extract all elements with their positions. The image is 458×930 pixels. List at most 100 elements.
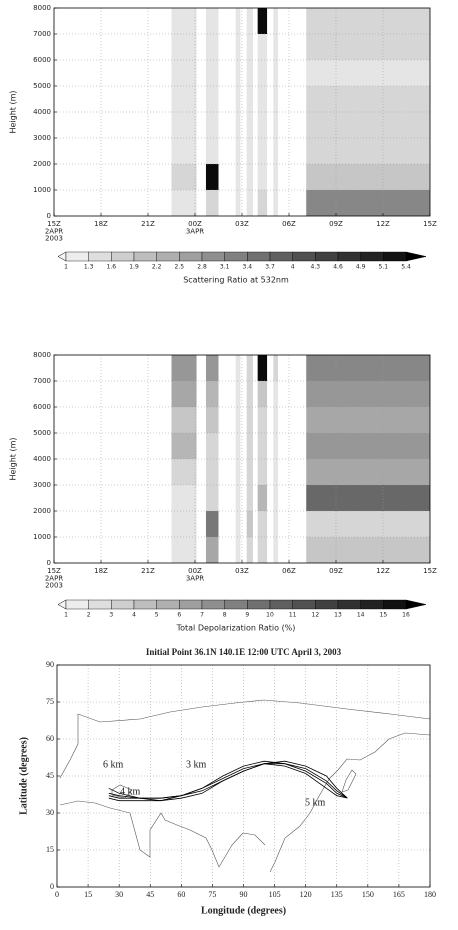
x-tick-label: 45	[146, 890, 154, 899]
colorbar-label: Total Depolarization Ratio (%)	[176, 624, 296, 633]
colorbar-tick-label: 3.4	[243, 264, 253, 271]
y-tick-label: 8000	[33, 351, 51, 359]
colorbar-tick-label: 10	[266, 612, 274, 619]
heat-cell	[171, 60, 197, 86]
heat-cell	[235, 485, 241, 511]
colorbar-bin	[201, 599, 225, 610]
colorbar-tick-label: 8	[223, 612, 227, 619]
heat-cell	[246, 537, 253, 563]
x-tick-label: 03Z	[235, 220, 249, 228]
heat-cell	[171, 407, 197, 433]
coastline	[269, 732, 431, 873]
colorbar-bin	[179, 599, 203, 610]
heat-cell	[306, 355, 430, 381]
y-tick-label: 5000	[33, 82, 51, 90]
x-tick-label: 12Z	[376, 220, 390, 228]
heat-cell	[273, 164, 279, 190]
y-tick-label: 1000	[33, 533, 51, 541]
heat-cell	[273, 138, 279, 164]
colorbar-tick-label: 4	[291, 264, 295, 271]
heat-cell	[257, 60, 268, 86]
colorbar-arrow	[405, 251, 427, 262]
heat-cell	[171, 485, 197, 511]
colorbar-tick-label: 6	[177, 612, 181, 619]
colorbar-tick-label: 1	[64, 264, 68, 271]
heat-cell	[205, 459, 219, 485]
heat-cell	[306, 407, 430, 433]
heat-cell	[273, 112, 279, 138]
colorbar-tick-label: 2.2	[152, 264, 162, 271]
heat-cell	[235, 86, 241, 112]
x-tick-label: 09Z	[329, 567, 343, 575]
x-tick-label: 15Z 2APR 2003	[45, 567, 63, 590]
trajectory	[108, 763, 348, 802]
colorbar-tick-label: 9	[245, 612, 249, 619]
trajectory	[108, 760, 348, 799]
colorbar-arrow	[57, 599, 67, 610]
heat-cell	[235, 433, 241, 459]
heat-cell	[273, 459, 279, 485]
x-tick-label: 75	[208, 890, 216, 899]
colorbar-tick-label: 2.8	[197, 264, 207, 271]
heat-cell	[205, 138, 219, 164]
x-tick-label: 12Z	[376, 567, 390, 575]
y-tick-label: 7000	[33, 30, 51, 38]
heat-cell	[246, 190, 253, 216]
heat-cell	[171, 511, 197, 537]
y-tick-label: 5000	[33, 429, 51, 437]
x-tick-label: 06Z	[282, 220, 296, 228]
heat-cell	[235, 60, 241, 86]
y-tick-label: 7000	[33, 377, 51, 385]
x-tick-label: 21Z	[141, 220, 155, 228]
colorbar-bin	[315, 599, 339, 610]
heat-cell	[246, 381, 253, 407]
x-tick-label: 180	[424, 890, 436, 899]
y-tick-label: 8000	[33, 4, 51, 12]
colorbar-tick-label: 13	[334, 612, 342, 619]
colorbar-tick-label: 5	[155, 612, 159, 619]
heat-cell	[205, 407, 219, 433]
x-tick-label: 06Z	[282, 567, 296, 575]
colorbar-bin	[88, 251, 112, 262]
heat-cell	[235, 190, 241, 216]
heat-cell	[246, 138, 253, 164]
heat-cell	[306, 112, 430, 138]
colorbar-bin	[224, 599, 248, 610]
heat-cell	[257, 112, 268, 138]
colorbar-bin	[292, 251, 316, 262]
heat-cell	[273, 485, 279, 511]
colorbar-bin	[383, 599, 407, 610]
colorbar-bin	[360, 599, 384, 610]
x-tick-label: 150	[362, 890, 374, 899]
heat-cell	[257, 86, 268, 112]
x-tick-label: 03Z	[235, 567, 249, 575]
colorbar-bin	[111, 599, 135, 610]
heat-cell	[306, 8, 430, 34]
y-tick-label: 3000	[33, 481, 51, 489]
colorbar-tick-label: 1	[64, 612, 68, 619]
heat-cell	[273, 8, 279, 34]
x-tick-label: 120	[300, 890, 312, 899]
heat-cell	[171, 8, 197, 34]
colorbar-tick-label: 2	[87, 612, 91, 619]
heat-cell	[306, 485, 430, 511]
heat-cell	[257, 34, 268, 60]
y-tick-label: 2000	[33, 507, 51, 515]
coastline	[59, 800, 266, 868]
heat-cell	[257, 433, 268, 459]
colorbar-bin	[156, 251, 180, 262]
x-tick-label: 15Z	[423, 220, 437, 228]
plot-frame	[53, 7, 431, 217]
heat-cell	[306, 138, 430, 164]
coastlines	[59, 699, 431, 873]
annotation: 3 km	[186, 759, 207, 770]
colorbar-bin	[247, 251, 271, 262]
y-tick-label: 2000	[33, 160, 51, 168]
heat-cell	[306, 511, 430, 537]
colorbar-bin	[133, 251, 157, 262]
heat-cell	[235, 381, 241, 407]
x-tick-label: 18Z	[94, 220, 108, 228]
y-tick-label: 75	[46, 697, 54, 706]
plot-frame	[56, 664, 431, 888]
